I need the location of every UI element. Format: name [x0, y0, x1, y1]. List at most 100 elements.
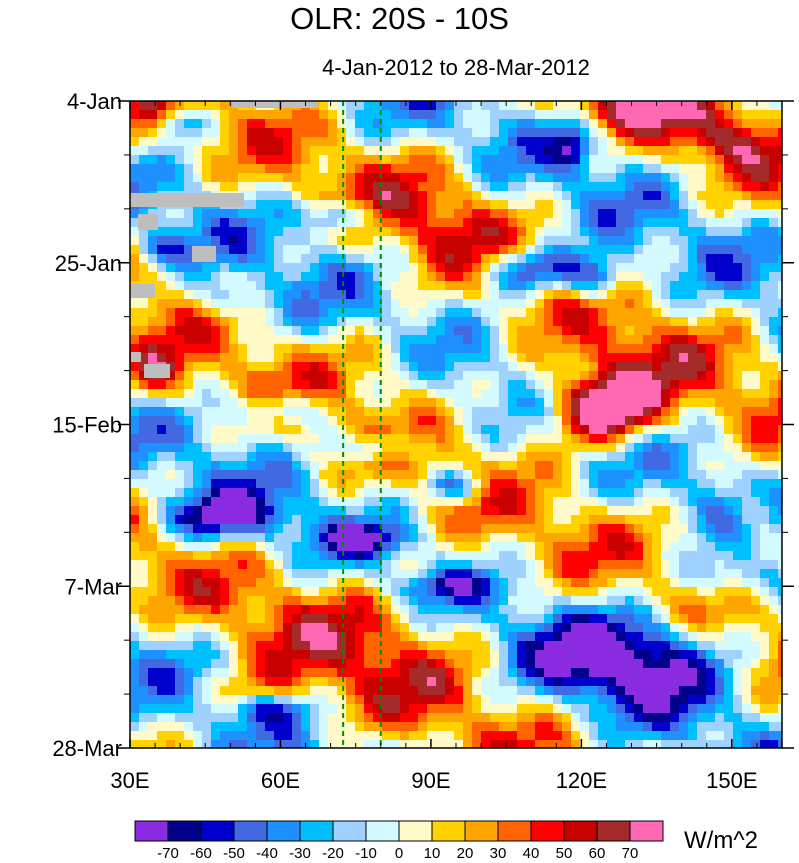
heat-cell — [562, 137, 572, 147]
heat-cell — [373, 470, 383, 480]
heat-cell — [157, 425, 167, 435]
heat-cell — [508, 533, 518, 543]
heat-cell — [193, 119, 203, 129]
heat-cell — [715, 326, 725, 336]
heat-cell — [184, 218, 194, 228]
heat-cell — [472, 704, 482, 714]
heat-cell — [643, 425, 653, 435]
heat-cell — [652, 515, 662, 525]
heat-cell — [229, 452, 239, 462]
heat-cell — [391, 362, 401, 372]
heat-cell — [193, 686, 203, 696]
heat-cell — [382, 461, 392, 471]
heat-cell — [391, 308, 401, 318]
heat-cell — [175, 164, 185, 174]
heat-cell — [382, 110, 392, 120]
heat-cell — [382, 470, 392, 480]
heat-cell — [544, 461, 554, 471]
heat-cell — [499, 425, 509, 435]
heat-cell — [742, 389, 752, 399]
heat-cell — [238, 209, 248, 219]
heat-cell — [598, 281, 608, 291]
heat-cell — [499, 227, 509, 237]
heat-cell — [400, 344, 410, 354]
heat-cell — [283, 407, 293, 417]
heat-cell — [193, 407, 203, 417]
heat-cell — [193, 146, 203, 156]
heat-cell — [238, 506, 248, 516]
heat-cell — [697, 515, 707, 525]
heat-cell — [553, 299, 563, 309]
heat-cell — [175, 506, 185, 516]
heat-cell — [562, 632, 572, 642]
heat-cell — [661, 182, 671, 192]
heat-cell — [490, 488, 500, 498]
heat-cell — [184, 659, 194, 669]
heat-cell — [715, 209, 725, 219]
heat-cell — [472, 515, 482, 525]
heat-cell — [148, 434, 158, 444]
heat-cell — [634, 362, 644, 372]
heat-cell — [472, 506, 482, 516]
heat-cell — [427, 182, 437, 192]
heat-cell — [751, 425, 761, 435]
heat-cell — [760, 110, 770, 120]
heat-cell — [229, 218, 239, 228]
heat-cell — [373, 146, 383, 156]
heat-cell — [598, 191, 608, 201]
heat-cell — [130, 668, 140, 678]
heat-cell — [589, 407, 599, 417]
heat-cell — [445, 245, 455, 255]
heat-cell — [463, 524, 473, 534]
heat-cell — [688, 650, 698, 660]
heat-cell — [373, 524, 383, 534]
heat-cell — [535, 119, 545, 129]
heat-cell — [292, 290, 302, 300]
heat-cell — [733, 119, 743, 129]
heat-cell — [229, 308, 239, 318]
heat-cell — [391, 335, 401, 345]
heat-cell — [517, 218, 527, 228]
heat-cell — [445, 578, 455, 588]
heat-cell — [139, 254, 149, 264]
heat-cell — [238, 704, 248, 714]
heat-cell — [598, 515, 608, 525]
heat-cell — [652, 326, 662, 336]
heat-cell — [679, 200, 689, 210]
heat-cell — [211, 515, 221, 525]
heat-cell — [634, 659, 644, 669]
heat-cell — [373, 308, 383, 318]
heat-cell — [580, 272, 590, 282]
heat-cell — [670, 191, 680, 201]
heat-cell — [517, 227, 527, 237]
heat-cell — [391, 434, 401, 444]
heat-cell — [724, 470, 734, 480]
heat-cell — [463, 695, 473, 705]
heat-cell — [130, 497, 140, 507]
heat-cell — [463, 434, 473, 444]
heat-cell — [463, 353, 473, 363]
heat-cell — [139, 668, 149, 678]
heat-cell — [463, 560, 473, 570]
heat-cell — [544, 470, 554, 480]
heat-cell — [211, 488, 221, 498]
heat-cell — [202, 713, 212, 723]
heat-cell — [463, 398, 473, 408]
heat-cell — [553, 488, 563, 498]
heat-cell — [238, 587, 248, 597]
heat-cell — [193, 326, 203, 336]
heat-cell — [148, 596, 158, 606]
heat-cell — [724, 245, 734, 255]
heat-cell — [148, 650, 158, 660]
heat-cell — [130, 263, 140, 273]
heat-cell — [220, 470, 230, 480]
heat-cell — [346, 245, 356, 255]
heat-cell — [670, 101, 680, 111]
heat-cell — [166, 479, 176, 489]
heat-cell — [364, 614, 374, 624]
heat-cell — [409, 335, 419, 345]
heat-cell — [742, 488, 752, 498]
heat-cell — [409, 353, 419, 363]
heat-cell — [319, 479, 329, 489]
heat-cell — [202, 344, 212, 354]
